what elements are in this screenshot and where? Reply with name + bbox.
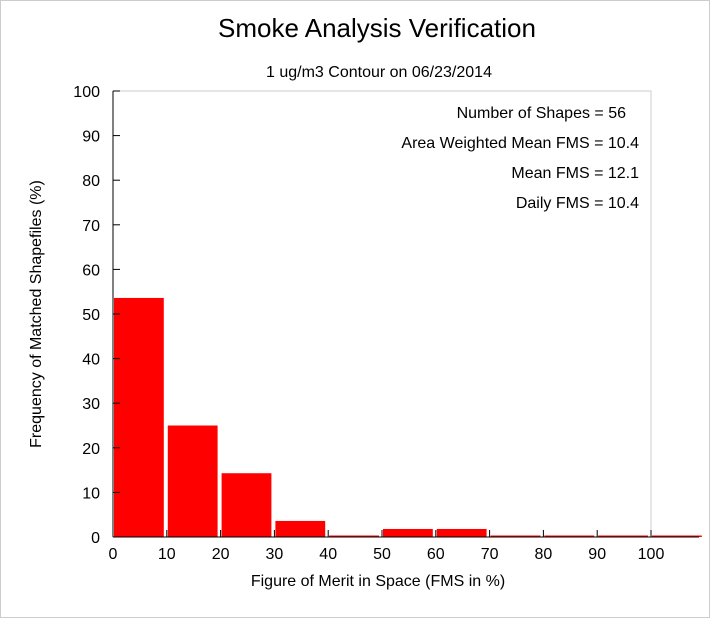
x-tick-label: 90: [588, 546, 606, 563]
stat-annotation: Daily FMS = 10.4: [516, 195, 639, 212]
stat-annotation: Area Weighted Mean FMS = 10.4: [401, 135, 639, 152]
y-tick-label: 50: [82, 307, 100, 324]
histogram-bar: [114, 297, 164, 537]
y-ticks: 0 10 20 30 40 50 60 70 80 90 100: [73, 84, 120, 547]
x-tick-label: 40: [319, 546, 337, 563]
chart-subtitle: 1 ug/m3 Contour on 06/23/2014: [266, 64, 492, 81]
x-tick-label: 60: [427, 546, 445, 563]
histogram-bar: [167, 425, 218, 537]
x-tick-label: 30: [266, 546, 284, 563]
bars-group: [114, 297, 702, 537]
y-tick-label: 30: [82, 396, 100, 413]
chart-title: Smoke Analysis Verification: [218, 13, 536, 43]
histogram-bar: [275, 520, 326, 537]
x-tick-label: 20: [212, 546, 230, 563]
x-tick-label: 80: [535, 546, 553, 563]
y-tick-label: 0: [91, 530, 100, 547]
histogram-bar: [490, 535, 541, 537]
histogram-bar: [383, 528, 433, 537]
stat-annotation: Mean FMS = 12.1: [511, 165, 639, 182]
histogram-bar: [329, 535, 379, 537]
x-tick-label: 50: [373, 546, 391, 563]
stat-annotation: Number of Shapes = 56: [457, 105, 627, 122]
y-tick-label: 40: [82, 352, 100, 369]
y-tick-label: 100: [73, 84, 100, 101]
y-tick-label: 20: [82, 441, 100, 458]
x-axis-label: Figure of Merit in Space (FMS in %): [251, 573, 505, 590]
x-tick-label: 10: [158, 546, 176, 563]
x-tick-label: 100: [638, 546, 665, 563]
y-tick-label: 60: [82, 262, 100, 279]
y-tick-label: 80: [82, 173, 100, 190]
histogram-bar: [221, 473, 272, 537]
histogram-bar: [652, 535, 702, 537]
annotations-group: Number of Shapes = 56 Area Weighted Mean …: [401, 105, 639, 212]
y-tick-label: 10: [82, 485, 100, 502]
histogram-bar: [598, 535, 648, 537]
histogram-bar: [436, 528, 487, 537]
histogram-bar: [544, 535, 595, 537]
y-axis-label: Frequency of Matched Shapefiles (%): [28, 180, 45, 448]
y-tick-label: 90: [82, 129, 100, 146]
x-ticks: 0 10 20 30 40 50 60 70 80 90 100: [109, 530, 665, 563]
y-tick-label: 70: [82, 218, 100, 235]
x-tick-label: 70: [481, 546, 499, 563]
x-tick-label: 0: [109, 546, 118, 563]
